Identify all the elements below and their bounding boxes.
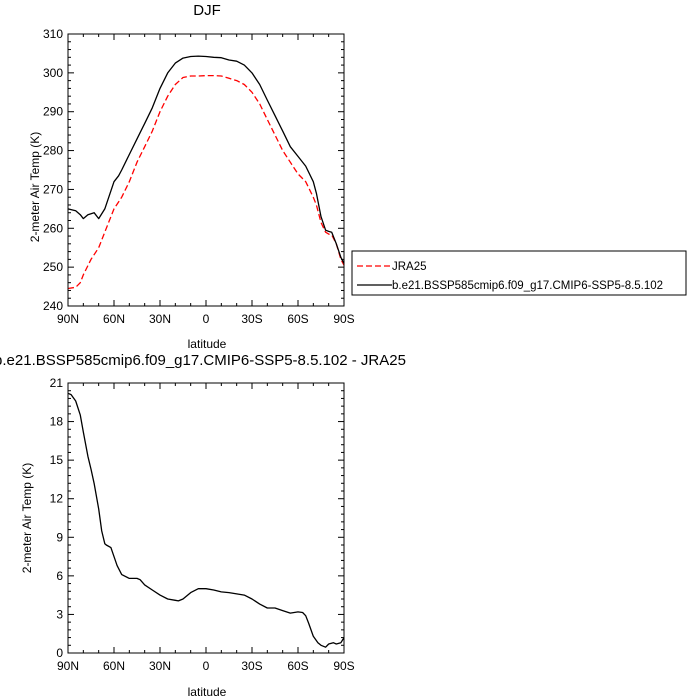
- y-tick-label: 15: [50, 453, 64, 467]
- series-line-difference: [67, 392, 345, 648]
- x-tick-label: 30S: [241, 312, 262, 326]
- legend-box: [351, 250, 687, 296]
- x-tick-label: 30N: [149, 312, 171, 326]
- x-axis-label: latitude: [188, 685, 227, 699]
- bottom-chart: b.e21.BSSP585cmip6.f09_g17.CMIP6-SSP5-8.…: [0, 352, 406, 699]
- y-tick-label: 6: [56, 569, 63, 583]
- legend: JRA25 b.e21.BSSP585cmip6.f09_g17.CMIP6-S…: [351, 250, 687, 296]
- y-tick-label: 240: [43, 299, 63, 313]
- y-tick-label: 290: [43, 105, 63, 119]
- x-tick-label: 0: [203, 312, 210, 326]
- x-tick-label: 0: [203, 659, 210, 673]
- x-tick-label: 60N: [103, 312, 125, 326]
- y-tick-label: 12: [50, 492, 64, 506]
- x-tick-label: 60S: [287, 312, 308, 326]
- y-tick-label: 270: [43, 182, 63, 196]
- plot-frame: [67, 382, 345, 654]
- legend-label-model: b.e21.BSSP585cmip6.f09_g17.CMIP6-SSP5-8.…: [392, 280, 663, 292]
- y-tick-label: 3: [56, 607, 63, 621]
- y-axis-label: 2-meter Air Temp (K): [20, 463, 34, 573]
- x-tick-label: 60N: [103, 659, 125, 673]
- y-tick-label: 21: [50, 376, 64, 390]
- y-tick-label: 250: [43, 260, 63, 274]
- chart-title: b.e21.BSSP585cmip6.f09_g17.CMIP6-SSP5-8.…: [0, 352, 406, 369]
- x-tick-label: 90S: [333, 659, 354, 673]
- x-tick-label: 90N: [57, 312, 79, 326]
- y-axis-label: 2-meter Air Temp (K): [28, 132, 42, 242]
- y-tick-label: 280: [43, 144, 63, 158]
- x-tick-label: 30S: [241, 659, 262, 673]
- series-line-model: [67, 55, 345, 264]
- top-chart: DJF 2-meter Air Temp (K) latitude 240 250…: [28, 2, 355, 351]
- y-tick-label: 300: [43, 66, 63, 80]
- plot-frame: [67, 33, 345, 307]
- y-tick-label: 18: [50, 415, 64, 429]
- y-tick-label: 9: [56, 530, 63, 544]
- x-tick-label: 60S: [287, 659, 308, 673]
- x-tick-label: 90N: [57, 659, 79, 673]
- x-tick-label: 90S: [333, 312, 354, 326]
- y-tick-label: 310: [43, 27, 63, 41]
- y-tick-label: 0: [56, 646, 63, 660]
- y-tick-label: 260: [43, 221, 63, 235]
- x-axis-label: latitude: [188, 337, 227, 351]
- chart-title: DJF: [193, 2, 221, 19]
- legend-label-jra25: JRA25: [392, 261, 427, 273]
- x-tick-label: 30N: [149, 659, 171, 673]
- series-line-jra25: [67, 74, 345, 290]
